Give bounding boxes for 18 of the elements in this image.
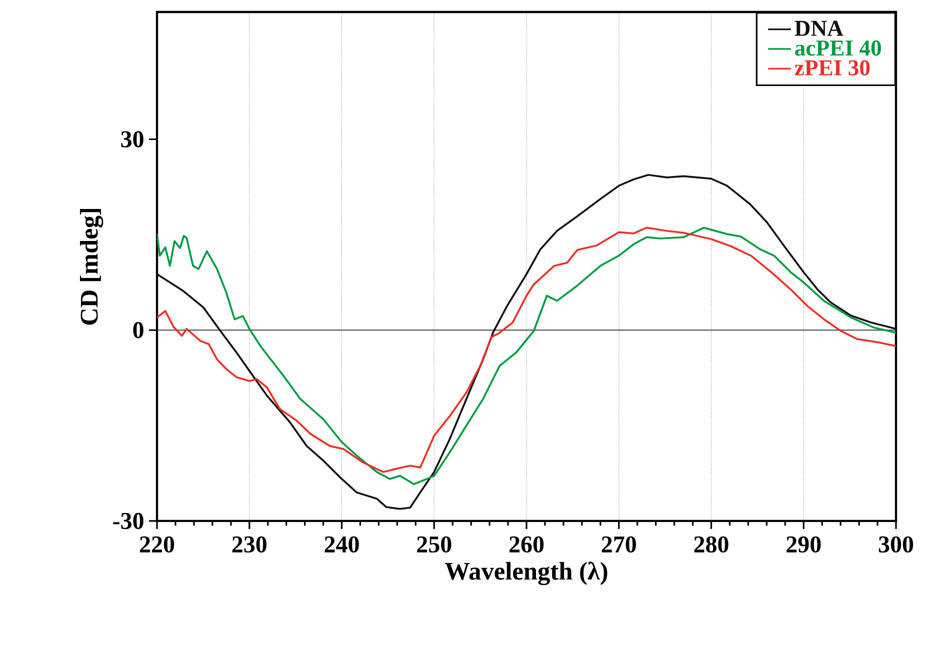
x-tick-label: 280 [694,536,728,553]
y-tick-label: -30 [113,512,144,530]
x-tick-label: 240 [324,536,359,553]
x-tick-label: 290 [786,536,821,553]
x-axis-title: Wavelength (λ) [444,562,608,586]
x-tick-label: 250 [417,536,452,553]
y-tick-label: 30 [121,131,144,148]
line-series [157,174,896,510]
y-tick-label: 0 [133,322,144,338]
legend-label: zPEI 30 [794,60,870,76]
legend-label: DNA [794,20,844,36]
x-tick-label: 270 [602,536,636,553]
x-tick-label: 260 [510,536,544,553]
legend-label: acPEI 40 [795,40,881,56]
x-tick-label: 220 [140,536,174,553]
x-tick-label: 230 [232,536,266,553]
y-axis-title: CD [mdeg] [80,208,104,325]
x-tick-label: 300 [878,536,914,553]
